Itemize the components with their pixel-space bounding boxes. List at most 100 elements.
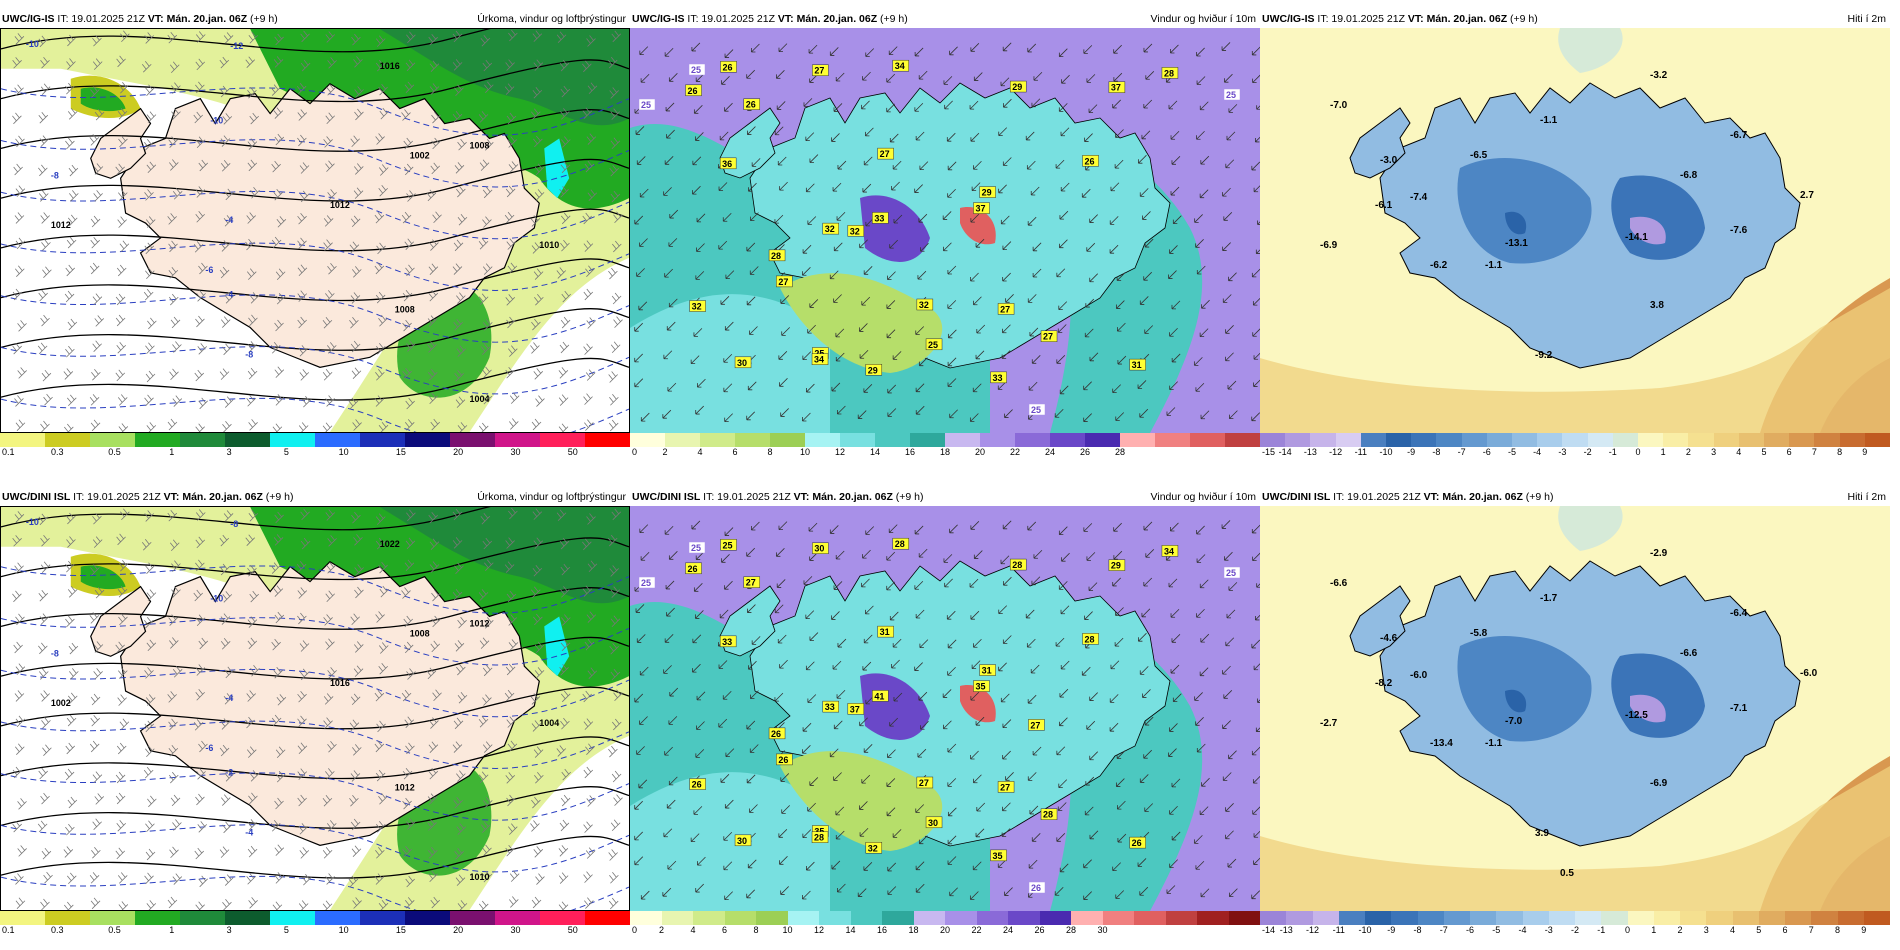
wind-arrow-icon	[692, 663, 701, 673]
color-scale-tick: 8	[1837, 447, 1843, 457]
wind-barb-icon	[429, 717, 439, 729]
color-scale-swatch	[1039, 911, 1071, 925]
wind-barb-icon	[66, 34, 76, 47]
wind-barb-icon	[533, 746, 544, 758]
wind-arrow-icon	[1084, 806, 1094, 816]
wind-barb-icon	[65, 823, 75, 836]
wind-arrow-icon	[973, 72, 983, 81]
wind-barb-icon	[120, 30, 130, 43]
wind-barb-icon	[374, 873, 385, 885]
gust-label: 26	[1132, 838, 1142, 848]
color-scale-tick: 9	[1861, 925, 1867, 935]
gust-label: 30	[928, 818, 938, 828]
wind-barb-icon	[453, 797, 463, 809]
wind-arrow-icon	[971, 182, 981, 192]
temperature-label: -4	[225, 290, 233, 300]
wind-barb-icon	[65, 137, 75, 150]
wind-arrow-icon	[777, 156, 787, 166]
temperature-value: -2.7	[1320, 718, 1338, 729]
wind-barb-icon	[582, 585, 593, 597]
wind-barb-icon	[144, 394, 154, 407]
wind-barb-icon	[222, 591, 233, 603]
wind-barb-icon	[195, 689, 205, 701]
gust-label: 31	[1132, 360, 1142, 370]
wind-barb-icon	[508, 161, 519, 173]
temperature-label: -8	[51, 170, 59, 180]
wind-barb-icon	[195, 423, 205, 432]
wind-barb-icon	[297, 587, 308, 599]
contour-label: 25	[691, 543, 701, 553]
wind-arrow-icon	[1112, 384, 1121, 394]
wind-arrow-icon	[891, 181, 900, 191]
wind-arrow-icon	[1141, 130, 1151, 140]
wind-barb-icon	[452, 263, 463, 275]
wind-barb-icon	[92, 34, 102, 47]
wind-arrow-icon	[777, 634, 787, 644]
wind-arrow-icon	[695, 883, 704, 893]
gust-label: 28	[1012, 560, 1022, 570]
wind-barb-icon	[297, 612, 307, 625]
wind-arrow-icon	[1083, 523, 1093, 532]
wind-arrow-icon	[1055, 637, 1065, 647]
wind-arrow-icon	[949, 46, 958, 56]
wind-barb-icon	[478, 771, 489, 783]
isobar-label: 1016	[330, 678, 350, 688]
wind-barb-icon	[66, 872, 77, 885]
wind-barb-icon	[375, 369, 385, 381]
gust-label-box	[719, 157, 737, 170]
color-scale-swatch	[1764, 433, 1790, 447]
wind-arrow-icon	[634, 215, 644, 225]
color-scale-swatch	[1863, 911, 1890, 925]
wind-barb-icon	[405, 397, 415, 410]
wind-barb-icon	[531, 418, 542, 431]
wind-barb-icon	[558, 394, 569, 406]
wind-arrow-icon	[1001, 350, 1011, 359]
wind-barb-icon	[325, 509, 336, 521]
color-scale-swatch	[630, 433, 665, 447]
color-scale-swatch	[585, 911, 630, 925]
wind-arrow-icon	[972, 383, 982, 393]
wind-arrow-icon	[889, 717, 898, 727]
wind-barb-icon	[193, 589, 204, 602]
color-scale-tick: 0	[632, 925, 638, 935]
wind-arrow-icon	[1058, 526, 1068, 536]
wind-arrow-icon	[1060, 660, 1070, 670]
wind-barb-icon	[90, 419, 101, 432]
gust-label: 34	[814, 355, 824, 365]
wind-arrow-icon	[975, 238, 985, 248]
wind-arrow-icon	[831, 860, 841, 870]
gust-label: 41	[874, 691, 884, 701]
wind-arrow-icon	[998, 662, 1007, 672]
gust-label-box	[743, 98, 761, 110]
westfjords-outline	[90, 585, 152, 657]
wind-barb-icon	[531, 242, 542, 254]
wind-barb-icon	[610, 615, 621, 628]
isobar-label: 1002	[410, 150, 430, 160]
color-scale-swatch	[1522, 911, 1549, 925]
wind-arrow-icon	[1229, 410, 1238, 420]
wind-arrow-icon	[914, 184, 923, 193]
wind-barb-icon	[556, 509, 567, 521]
wind-arrow-icon	[862, 549, 871, 559]
gust-label: 27	[814, 66, 824, 76]
wind-arrow-icon	[833, 720, 843, 730]
wind-arrow-icon	[635, 126, 645, 135]
wind-arrow-icon	[1026, 160, 1036, 170]
wind-barb-icon	[66, 536, 76, 548]
wind-arrow-icon	[725, 270, 735, 280]
wind-arrow-icon	[802, 890, 811, 900]
color-scale-swatch	[1814, 433, 1840, 447]
gust-label-box	[1161, 545, 1179, 557]
gust-label-box	[720, 61, 737, 73]
wind-barb-icon	[90, 897, 101, 910]
wind-arrow-icon	[969, 891, 979, 900]
wind-barb-icon	[452, 110, 463, 123]
color-scale-swatch	[1738, 433, 1765, 447]
color-scale-bar	[1260, 911, 1890, 925]
wind-barb-icon	[453, 239, 464, 252]
wind-arrow-icon	[1002, 750, 1011, 760]
wind-arrow-icon	[1252, 74, 1260, 84]
wind-barb-icon	[302, 395, 312, 408]
wind-arrow-icon	[809, 777, 819, 786]
wind-barb-icon	[455, 396, 466, 408]
